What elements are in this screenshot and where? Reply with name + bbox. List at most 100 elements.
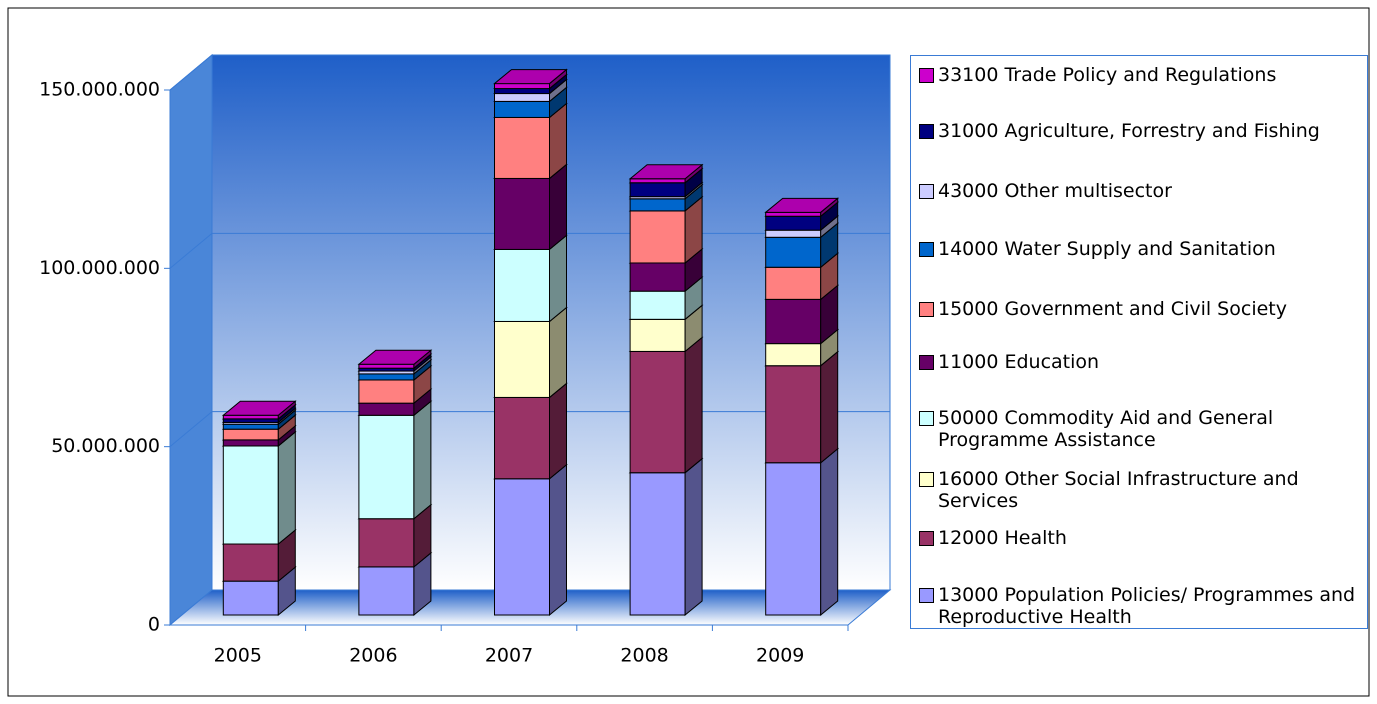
- x-tick-label: 2009: [756, 645, 804, 667]
- bar-segment: [222, 580, 279, 616]
- legend-swatch: [919, 124, 934, 139]
- bar-side: [277, 430, 296, 546]
- bar-segment: [358, 566, 415, 616]
- bar-segment: [629, 472, 686, 616]
- x-tick-label: 2008: [620, 645, 668, 667]
- y-tick-label: 150.000.000: [39, 79, 160, 101]
- bar-segment: [358, 402, 415, 416]
- y-tick-label: 0: [148, 614, 160, 636]
- side-wall: [169, 53, 213, 627]
- bar-segment: [765, 462, 822, 616]
- x-tick-label: 2007: [485, 645, 533, 667]
- bar-segment: [222, 428, 279, 441]
- y-tick-label: 100.000.000: [39, 257, 160, 279]
- bar-segment: [494, 177, 550, 250]
- bar-segment: [222, 543, 279, 582]
- bar-segment: [222, 423, 279, 430]
- bar-segment: [358, 363, 415, 369]
- bar-segment: [765, 343, 822, 367]
- legend-label: 33100 Trade Policy and Regulations: [938, 64, 1277, 86]
- bar-side: [549, 234, 567, 323]
- legend-item: 50000 Commodity Aid and General Programm…: [919, 407, 1363, 451]
- legend-item: 13000 Population Policies/ Programmes an…: [919, 584, 1363, 628]
- legend-swatch: [919, 411, 934, 426]
- bar-side: [549, 463, 567, 617]
- bar-segment: [494, 88, 550, 95]
- legend-item: 16000 Other Social Infrastructure and Se…: [919, 468, 1363, 512]
- bar-segment: [765, 298, 822, 345]
- bar-segment: [765, 266, 822, 300]
- legend-item: 43000 Other multisector: [919, 180, 1363, 202]
- bar-segment: [765, 236, 822, 268]
- legend-label: 11000 Education: [938, 351, 1100, 373]
- bar-top: [764, 197, 840, 213]
- legend-label: 12000 Health: [938, 527, 1067, 549]
- legend-item: 12000 Health: [919, 527, 1363, 549]
- bar-side: [413, 400, 432, 520]
- bar-side: [684, 336, 703, 474]
- bar-side: [820, 350, 839, 464]
- legend-label: 31000 Agriculture, Forrestry and Fishing: [938, 120, 1320, 142]
- bar-segment: [358, 379, 415, 404]
- bar-segment: [629, 198, 686, 212]
- bar-side: [549, 306, 567, 399]
- bar-segment: [629, 178, 686, 184]
- bar-segment: [358, 373, 415, 381]
- legend-item: 11000 Education: [919, 351, 1363, 373]
- bar-top: [221, 400, 297, 416]
- legend-swatch: [919, 184, 934, 199]
- bar-segment: [222, 445, 279, 545]
- bar-side: [549, 163, 567, 251]
- bar-segment: [629, 262, 686, 292]
- bar-segment: [222, 418, 279, 423]
- bar-side: [684, 457, 703, 617]
- bar-segment: [358, 518, 415, 568]
- bar-segment: [494, 478, 550, 616]
- legend-swatch: [919, 531, 934, 546]
- bar-side: [820, 447, 839, 617]
- legend-swatch: [919, 472, 934, 487]
- bar-segment: [494, 396, 550, 480]
- legend-swatch: [919, 68, 934, 83]
- bar-segment: [494, 248, 550, 322]
- bar-segment: [629, 210, 686, 264]
- bar-segment: [629, 182, 686, 198]
- bar-segment: [765, 215, 822, 231]
- bar-segment: [494, 320, 550, 398]
- frame: [7, 7, 1370, 697]
- legend-item: 15000 Government and Civil Society: [919, 298, 1363, 320]
- legend-label: 13000 Population Policies/ Programmes an…: [938, 584, 1356, 628]
- bar-side: [549, 382, 567, 480]
- bar-top: [628, 164, 704, 180]
- bar-segment: [629, 290, 686, 320]
- legend-label: 14000 Water Supply and Sanitation: [938, 238, 1276, 260]
- legend-label: 50000 Commodity Aid and General Programm…: [938, 407, 1274, 451]
- legend-label: 15000 Government and Civil Society: [938, 298, 1287, 320]
- legend-item: 31000 Agriculture, Forrestry and Fishing: [919, 120, 1363, 142]
- legend-label: 43000 Other multisector: [938, 180, 1172, 202]
- y-tick-label: 50.000.000: [51, 435, 160, 457]
- bar-segment: [765, 365, 822, 464]
- legend-swatch: [919, 302, 934, 317]
- bar-segment: [222, 439, 279, 447]
- bar-segment: [358, 414, 415, 520]
- bar-segment: [494, 93, 550, 102]
- legend-swatch: [919, 242, 934, 257]
- bar-segment: [222, 414, 279, 420]
- x-tick-label: 2005: [214, 645, 262, 667]
- bar-segment: [494, 83, 550, 90]
- legend-swatch: [919, 588, 934, 603]
- bar-segment: [494, 100, 550, 118]
- bar-segment: [494, 116, 550, 179]
- grid-line: [169, 54, 890, 91]
- legend-swatch: [919, 355, 934, 370]
- x-tick-label: 2006: [349, 645, 397, 667]
- legend-label: 16000 Other Social Infrastructure and Se…: [938, 468, 1299, 512]
- bar-segment: [629, 318, 686, 352]
- legend-item: 14000 Water Supply and Sanitation: [919, 238, 1363, 260]
- legend: 33100 Trade Policy and Regulations 31000 …: [910, 55, 1368, 629]
- legend-item: 33100 Trade Policy and Regulations: [919, 64, 1363, 86]
- bar-segment: [765, 211, 822, 217]
